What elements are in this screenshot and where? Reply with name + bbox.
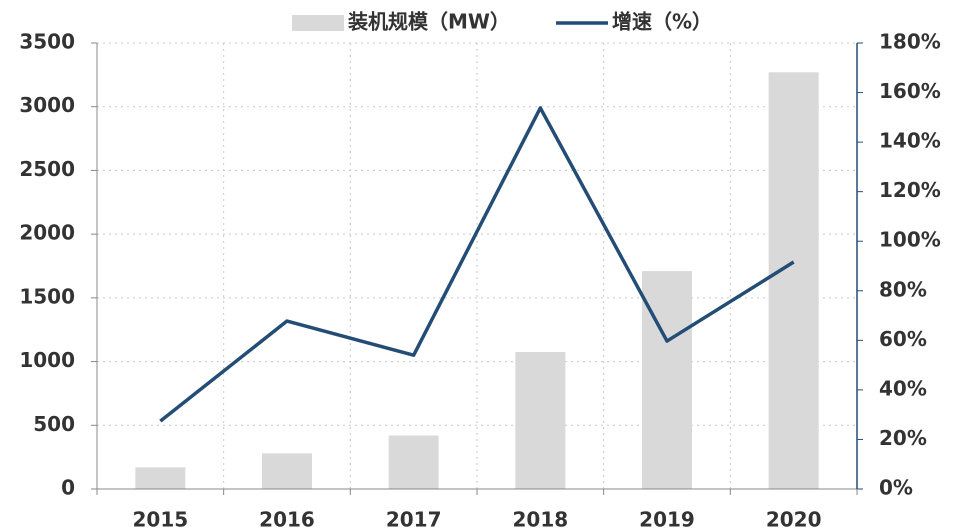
y-tick-label: 500 [33,412,75,436]
y2-tick-label: 80% [879,277,927,301]
y2-tick-label: 100% [879,228,941,252]
y2-tick-label: 140% [879,129,941,153]
line [159,106,795,423]
y-tick-label: 2500 [19,157,75,181]
y2-tick-label: 40% [879,376,927,400]
bar [262,453,312,489]
x-tick-label: 2018 [512,508,568,531]
x-tick-label: 2020 [766,508,822,531]
y-tick-label: 1500 [19,284,75,308]
legend-swatch [292,15,344,31]
y-tick-label: 2000 [19,221,75,245]
y2-tick-label: 160% [879,79,941,103]
bar [388,435,439,489]
x-tick-label: 2017 [386,508,442,531]
y2-tick-label: 20% [879,426,927,450]
bar [768,72,819,490]
y2-tick-label: 120% [879,178,941,202]
legend-label: 装机规模（MW） [347,10,510,34]
y-tick-label: 1000 [19,348,75,372]
y2-tick-label: 60% [879,327,927,351]
y-tick-label: 3000 [19,93,75,117]
y-tick-label: 3500 [19,30,75,54]
x-tick-label: 2015 [132,508,188,531]
bar [515,352,566,489]
x-tick-label: 2016 [259,508,315,531]
x-tick-label: 2019 [639,508,695,531]
y2-tick-label: 180% [879,30,941,54]
legend-label: 增速（%） [612,10,712,34]
y2-tick-label: 0% [879,476,913,500]
bar [135,467,186,489]
bar [642,271,692,489]
y-tick-label: 0 [61,476,75,500]
